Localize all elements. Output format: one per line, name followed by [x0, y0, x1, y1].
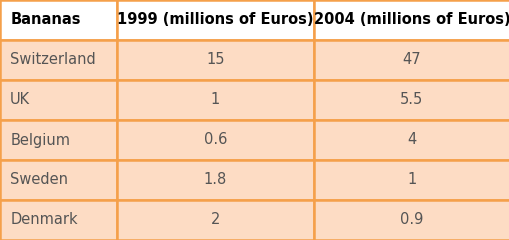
- Text: 4: 4: [406, 132, 416, 148]
- Bar: [0, 160, 117, 200]
- Text: 1: 1: [210, 92, 220, 108]
- Text: UK: UK: [10, 92, 30, 108]
- Text: 5.5: 5.5: [400, 92, 422, 108]
- Text: Belgium: Belgium: [10, 132, 70, 148]
- Bar: [313, 200, 509, 240]
- Bar: [313, 160, 509, 200]
- Bar: [313, 40, 509, 80]
- Text: 1.8: 1.8: [204, 173, 227, 187]
- Text: 2004 (millions of Euros): 2004 (millions of Euros): [313, 12, 509, 28]
- Text: Denmark: Denmark: [10, 212, 78, 228]
- Bar: [117, 0, 313, 40]
- Text: Sweden: Sweden: [10, 173, 68, 187]
- Bar: [0, 80, 117, 120]
- Bar: [0, 200, 117, 240]
- Bar: [313, 0, 509, 40]
- Bar: [0, 0, 117, 40]
- Text: 1999 (millions of Euros): 1999 (millions of Euros): [117, 12, 313, 28]
- Bar: [313, 120, 509, 160]
- Bar: [117, 120, 313, 160]
- Bar: [0, 40, 117, 80]
- Text: 0.9: 0.9: [400, 212, 422, 228]
- Text: 2: 2: [210, 212, 220, 228]
- Text: 0.6: 0.6: [204, 132, 227, 148]
- Bar: [117, 200, 313, 240]
- Bar: [117, 80, 313, 120]
- Bar: [313, 80, 509, 120]
- Text: Bananas: Bananas: [10, 12, 80, 28]
- Text: 15: 15: [206, 53, 224, 67]
- Bar: [117, 40, 313, 80]
- Bar: [117, 160, 313, 200]
- Text: 1: 1: [406, 173, 416, 187]
- Text: 47: 47: [402, 53, 420, 67]
- Bar: [0, 120, 117, 160]
- Text: Switzerland: Switzerland: [10, 53, 96, 67]
